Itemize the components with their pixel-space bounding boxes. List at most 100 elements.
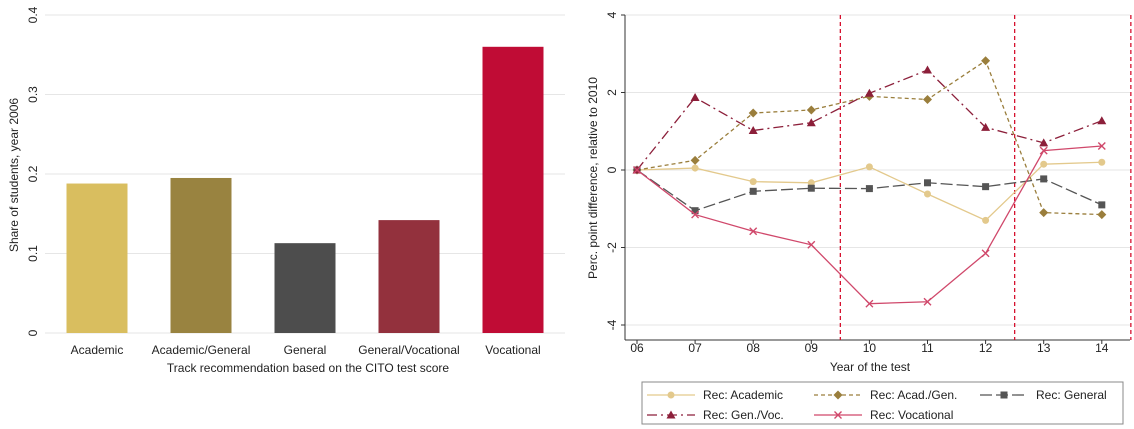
data-point — [982, 216, 990, 224]
bar-x-tick-label: General — [284, 343, 327, 357]
data-point — [923, 297, 932, 306]
bar — [170, 177, 232, 333]
bar — [378, 220, 440, 333]
bar — [482, 46, 544, 334]
bar-y-axis-title: Share of students, year 2006 — [7, 98, 21, 252]
legend: Rec: Academic Rec: Acad./Gen. Rec: General… — [641, 381, 1124, 425]
data-point — [1039, 208, 1049, 218]
bar-x-tick-label: Academic — [71, 343, 124, 357]
line-x-tick-label: 09 — [805, 341, 819, 355]
data-point — [865, 163, 873, 171]
legend-item: Rec: Acad./Gen. — [814, 388, 957, 402]
line-x-axis-title: Year of the test — [830, 360, 911, 374]
data-point — [807, 240, 816, 249]
data-point — [690, 155, 700, 165]
data-point — [749, 178, 757, 186]
data-point — [1000, 391, 1008, 399]
data-point — [807, 179, 815, 187]
data-point — [924, 190, 931, 198]
data-point — [1040, 175, 1048, 183]
data-point — [633, 166, 641, 174]
data-point — [865, 185, 873, 193]
bar-x-tick-label: General/Vocational — [358, 343, 459, 357]
line-x-tick-labels: 06 07 08 09 10 11 12 13 14 — [630, 340, 1109, 355]
line-series — [632, 56, 1107, 308]
line-x-tick-label: 12 — [979, 341, 993, 355]
data-point — [981, 249, 990, 258]
bar-x-tick-label: Academic/General — [152, 343, 251, 357]
data-point — [1040, 160, 1048, 168]
line-y-axis-title: Perc. point difference, relative to 2010 — [586, 77, 600, 279]
line-x-tick-label: 11 — [921, 341, 934, 355]
data-point — [748, 108, 758, 118]
bar-chart: 0 0.1 0.2 0.3 0.4 Academic Academic/General Ge… — [7, 6, 565, 375]
legend-item: Rec: Gen./Voc. — [647, 408, 784, 422]
bar-y-tick-label: 0 — [26, 329, 40, 336]
bar — [66, 183, 128, 333]
data-point — [1097, 141, 1106, 150]
line-x-tick-label: 10 — [863, 341, 877, 355]
data-point — [833, 390, 843, 400]
legend-label: Rec: Gen./Voc. — [703, 408, 784, 422]
line-chart: -4 -2 0 2 4 06 07 08 09 10 11 12 13 14 Year of the t… — [586, 11, 1132, 425]
series-5 — [633, 141, 1106, 308]
data-point — [691, 164, 699, 172]
data-point — [1097, 116, 1107, 125]
data-point — [1098, 201, 1106, 209]
data-point — [1039, 138, 1049, 147]
bar — [274, 243, 336, 333]
legend-item: Rec: General — [980, 388, 1107, 402]
data-point — [806, 118, 816, 127]
legend-label: Rec: Academic — [703, 388, 783, 402]
line-y-tick-labels: -4 -2 0 2 4 — [605, 11, 619, 330]
data-point — [691, 207, 699, 215]
data-point — [864, 88, 874, 97]
data-point — [865, 299, 874, 308]
data-point — [666, 410, 676, 419]
line-y-tick-label: -2 — [605, 242, 619, 253]
legend-label: Rec: Vocational — [870, 408, 953, 422]
data-point — [834, 411, 842, 419]
line-x-tick-label: 13 — [1037, 341, 1051, 355]
legend-item: Rec: Vocational — [814, 408, 953, 422]
line-plot-area — [625, 15, 1130, 340]
line-y-tick-label: -4 — [605, 319, 619, 330]
bar-y-tick-labels: 0 0.1 0.2 0.3 0.4 — [26, 6, 40, 336]
bar-x-tick-label: Vocational — [485, 343, 540, 357]
reference-lines — [839, 15, 1132, 340]
data-point — [982, 183, 990, 191]
line-y-tick-label: 4 — [605, 11, 619, 18]
legend-label: Rec: General — [1036, 388, 1107, 402]
data-point — [691, 210, 700, 219]
bar-y-tick-label: 0.1 — [26, 245, 40, 262]
legend-item: Rec: Academic — [647, 388, 783, 402]
data-point — [1097, 210, 1107, 220]
line-y-tick-label: 2 — [605, 89, 619, 96]
legend-label: Rec: Acad./Gen. — [870, 388, 957, 402]
data-point — [667, 391, 675, 399]
bar-y-tick-label: 0.3 — [26, 86, 40, 103]
line-y-tick-label: 0 — [605, 166, 619, 173]
data-point — [924, 179, 931, 187]
data-point — [1039, 146, 1048, 155]
line-x-tick-label: 14 — [1095, 341, 1109, 355]
line-x-tick-label: 07 — [688, 341, 702, 355]
data-point — [748, 125, 758, 134]
bar-y-tick-label: 0.4 — [26, 6, 40, 23]
data-point — [749, 227, 758, 236]
data-point — [981, 122, 991, 131]
data-point — [690, 93, 700, 102]
data-point — [923, 94, 932, 104]
data-point — [807, 184, 815, 192]
data-point — [1098, 158, 1106, 166]
legend-box — [641, 381, 1124, 425]
bar-x-axis-title: Track recommendation based on the CITO t… — [167, 361, 449, 375]
data-point — [981, 56, 991, 66]
bar-x-tick-labels: Academic Academic/General General General/V… — [71, 343, 541, 357]
data-point — [749, 187, 757, 195]
data-point — [806, 105, 816, 115]
bars — [66, 46, 544, 334]
line-x-tick-label: 08 — [747, 341, 761, 355]
